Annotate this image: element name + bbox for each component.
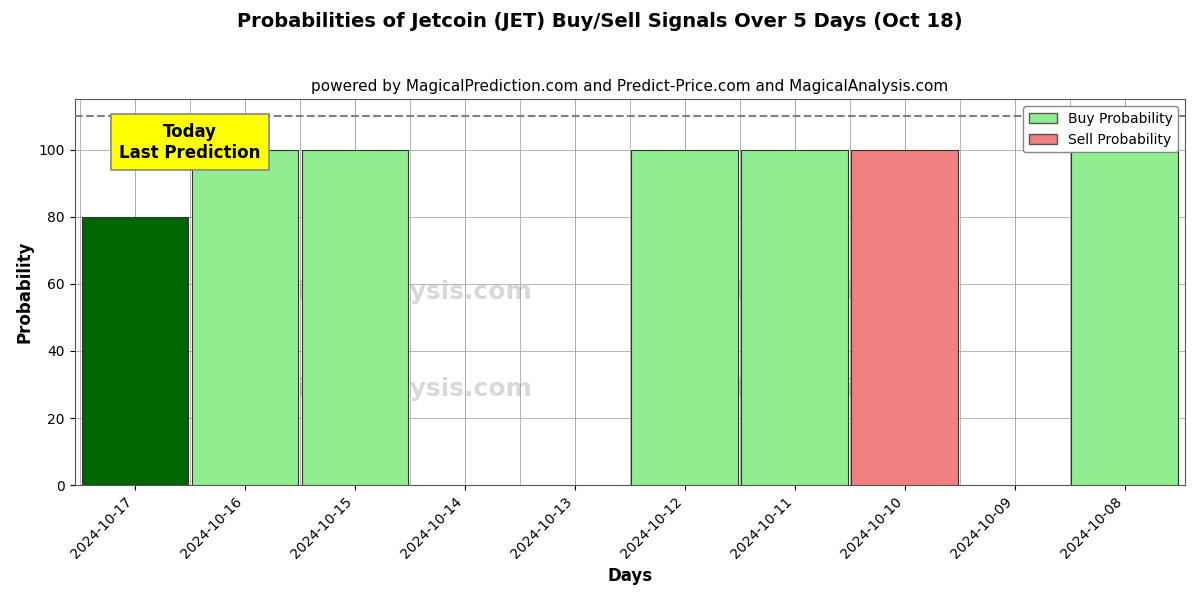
Y-axis label: Probability: Probability: [16, 241, 34, 343]
X-axis label: Days: Days: [607, 567, 653, 585]
Bar: [301, 149, 408, 485]
Legend: Buy Probability, Sell Probability: Buy Probability, Sell Probability: [1024, 106, 1178, 152]
Title: powered by MagicalPrediction.com and Predict-Price.com and MagicalAnalysis.com: powered by MagicalPrediction.com and Pre…: [311, 79, 948, 94]
Text: MagicalPrediction.com: MagicalPrediction.com: [636, 377, 958, 401]
Bar: [82, 217, 188, 485]
Text: Probabilities of Jetcoin (JET) Buy/Sell Signals Over 5 Days (Oct 18): Probabilities of Jetcoin (JET) Buy/Sell …: [238, 12, 962, 31]
Text: MagicalAnalysis.com: MagicalAnalysis.com: [239, 280, 533, 304]
Bar: [742, 149, 848, 485]
Bar: [631, 149, 738, 485]
Bar: [851, 149, 958, 485]
Text: MagicalPrediction.com: MagicalPrediction.com: [636, 280, 958, 304]
Text: MagicalAnalysis.com: MagicalAnalysis.com: [239, 377, 533, 401]
Bar: [1072, 149, 1178, 485]
Bar: [192, 149, 299, 485]
Text: Today
Last Prediction: Today Last Prediction: [119, 123, 260, 161]
